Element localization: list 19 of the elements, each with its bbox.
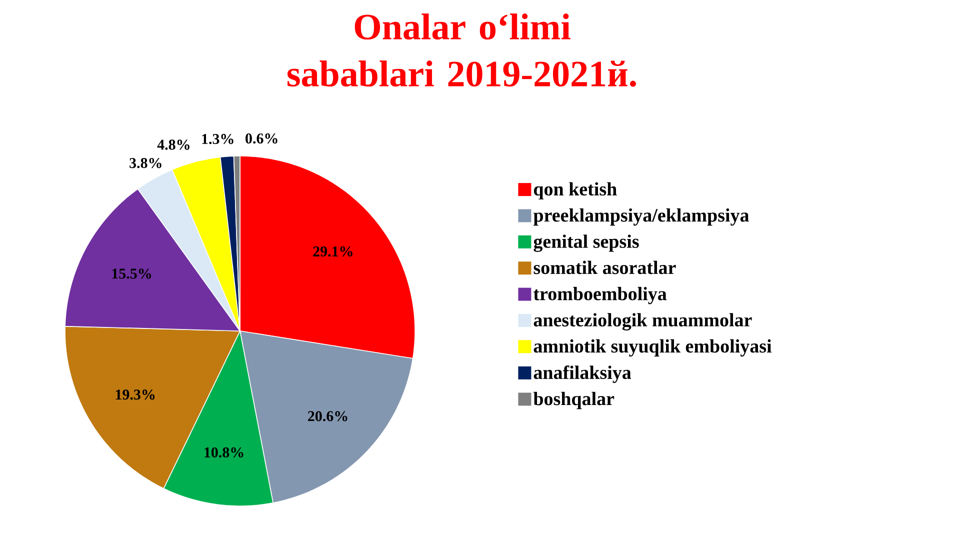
data-label: 29.1% [313, 246, 352, 257]
data-label: 19.3% [116, 390, 155, 400]
data-label: 10.8% [204, 447, 244, 458]
data-label: 3.8% [130, 158, 162, 168]
legend-label: preeklampsiya/eklampsiya [533, 208, 749, 226]
legend-label: anafilaksiya [534, 365, 632, 383]
data-label: 1.3% [202, 134, 234, 144]
data-label: 0.6% [246, 133, 278, 144]
legend-label: tromboemboliya [534, 286, 667, 304]
legend-label: genital sepsis [534, 234, 639, 252]
legend-label: amniotik suyuqlik emboliyasi [534, 339, 772, 357]
legend-label: somatik asoratlar [534, 260, 676, 274]
legend-label: anesteziologik muammolar [534, 313, 752, 330]
data-label: 15.5% [112, 268, 151, 279]
data-label: 20.6% [308, 411, 348, 422]
data-label: 4.8% [157, 140, 190, 150]
legend-label: boshqalar [533, 392, 614, 410]
legend-label: qon ketish [534, 182, 617, 200]
chart-title: Onalar o‘limi sabablari 2019-2021й. [287, 14, 636, 87]
